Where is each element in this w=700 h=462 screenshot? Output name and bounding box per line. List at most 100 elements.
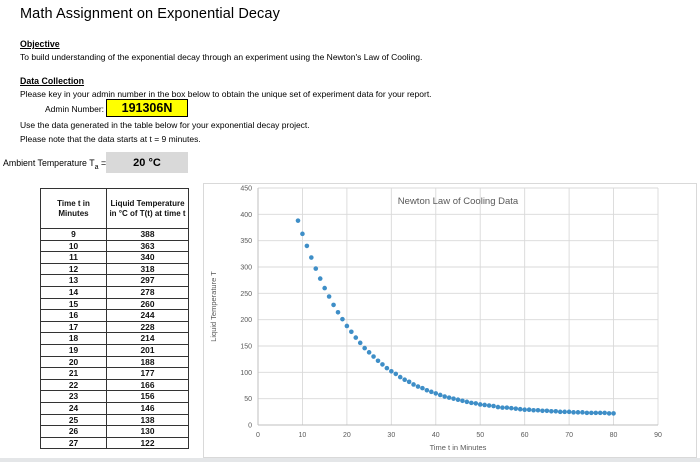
data-point [571,410,576,415]
data-point [535,407,541,413]
data-point [589,410,594,416]
data-point [593,410,599,416]
y-tick-label: 150 [240,344,252,351]
data-point [553,409,559,414]
instruction-key-in: Please key in your admin number in the b… [20,89,432,99]
data-point [349,329,354,335]
table-row: 9 388 [40,228,189,241]
data-point [557,409,563,415]
objective-heading: Objective [20,39,60,49]
table-row: 15 260 [40,297,189,311]
data-point [317,276,323,281]
cell-time: 24 [40,401,107,415]
table-row: 19 201 [40,343,189,357]
ambient-temperature-label: Ambient Temperature Ta = [3,158,107,171]
cell-time: 27 [40,436,107,450]
x-tick-label: 50 [476,432,484,439]
table-row: 14 278 [40,285,189,299]
data-point [495,404,501,410]
data-point [491,403,496,409]
cell-time: 12 [40,262,107,276]
data-point [389,368,394,374]
data-point [517,406,523,412]
data-point [309,255,314,260]
cell-temperature: 214 [106,332,189,345]
data-point [344,323,350,329]
data-point [424,387,430,393]
cell-time: 11 [40,251,107,264]
data-point [597,410,603,416]
data-point [415,384,421,389]
cell-time: 9 [40,228,107,241]
x-tick-label: 80 [610,432,618,439]
data-point [357,340,363,346]
x-tick-label: 30 [387,432,395,439]
x-tick-label: 40 [432,432,440,439]
data-point [304,243,310,249]
data-point [335,309,341,315]
data-point [482,402,487,408]
cell-temperature: 340 [106,251,189,264]
table-row: 16 244 [40,309,189,322]
cell-time: 26 [40,425,107,438]
data-point [566,409,572,415]
table-row: 20 188 [40,355,189,369]
table-row: 22 166 [40,378,189,392]
data-point [331,302,336,308]
cell-temperature: 244 [106,309,189,322]
data-point [509,405,514,411]
x-tick-label: 90 [654,432,662,439]
data-collection-heading: Data Collection [20,76,85,86]
table-header: Time t in Minutes Liquid Temperature in … [40,188,189,229]
table-row: 18 214 [40,332,189,345]
data-point [411,382,416,387]
table-row: 24 146 [40,401,189,415]
data-point [531,407,536,413]
objective-text: To build understanding of the exponentia… [20,52,423,62]
data-point [397,374,403,380]
data-point [295,218,301,223]
table-row: 25 138 [40,413,189,427]
data-point [540,408,545,414]
cooling-chart-svg: 0 10 20 30 40 50 60 70 80 90 0 50 100 150 200 250 300 350… [203,183,697,458]
table-header-temperature: Liquid Temperature in °C of T(t) at time… [106,188,189,229]
admin-number-label: Admin Number: [45,104,105,114]
data-point [340,316,345,322]
cell-temperature: 177 [106,367,189,380]
page-title: Math Assignment on Exponential Decay [20,6,280,22]
table-row: 17 228 [40,320,189,334]
cell-temperature: 146 [106,401,189,415]
data-point [464,399,470,405]
data-point [437,392,443,398]
cell-time: 25 [40,413,107,427]
cell-time: 17 [40,320,107,334]
x-tick-label: 60 [521,432,529,439]
data-point [580,410,585,415]
cell-time: 10 [40,239,107,253]
table-row: 12 318 [40,262,189,276]
data-point [362,345,367,351]
data-point [371,354,376,359]
data-point [504,405,510,410]
data-point [402,377,407,383]
admin-number-input[interactable]: 191306N [106,99,188,117]
y-tick-label: 50 [244,396,252,403]
cell-time: 18 [40,332,107,345]
cell-temperature: 388 [106,228,189,241]
data-point [442,394,447,399]
data-point [375,358,381,364]
cell-temperature: 260 [106,297,189,311]
cell-temperature: 297 [106,274,189,287]
data-point [526,407,532,413]
cell-temperature: 278 [106,285,189,299]
data-point [313,266,319,271]
instruction-use-data: Use the data generated in the table belo… [20,120,310,130]
instruction-note: Please note that the data starts at t = … [20,134,201,144]
x-axis-title: Time t in Minutes [430,443,487,452]
chart-title: Newton Law of Cooling Data [398,196,519,207]
data-point [575,410,581,415]
table-row: 23 156 [40,390,189,403]
cell-time: 13 [40,274,107,287]
data-point [611,411,616,416]
